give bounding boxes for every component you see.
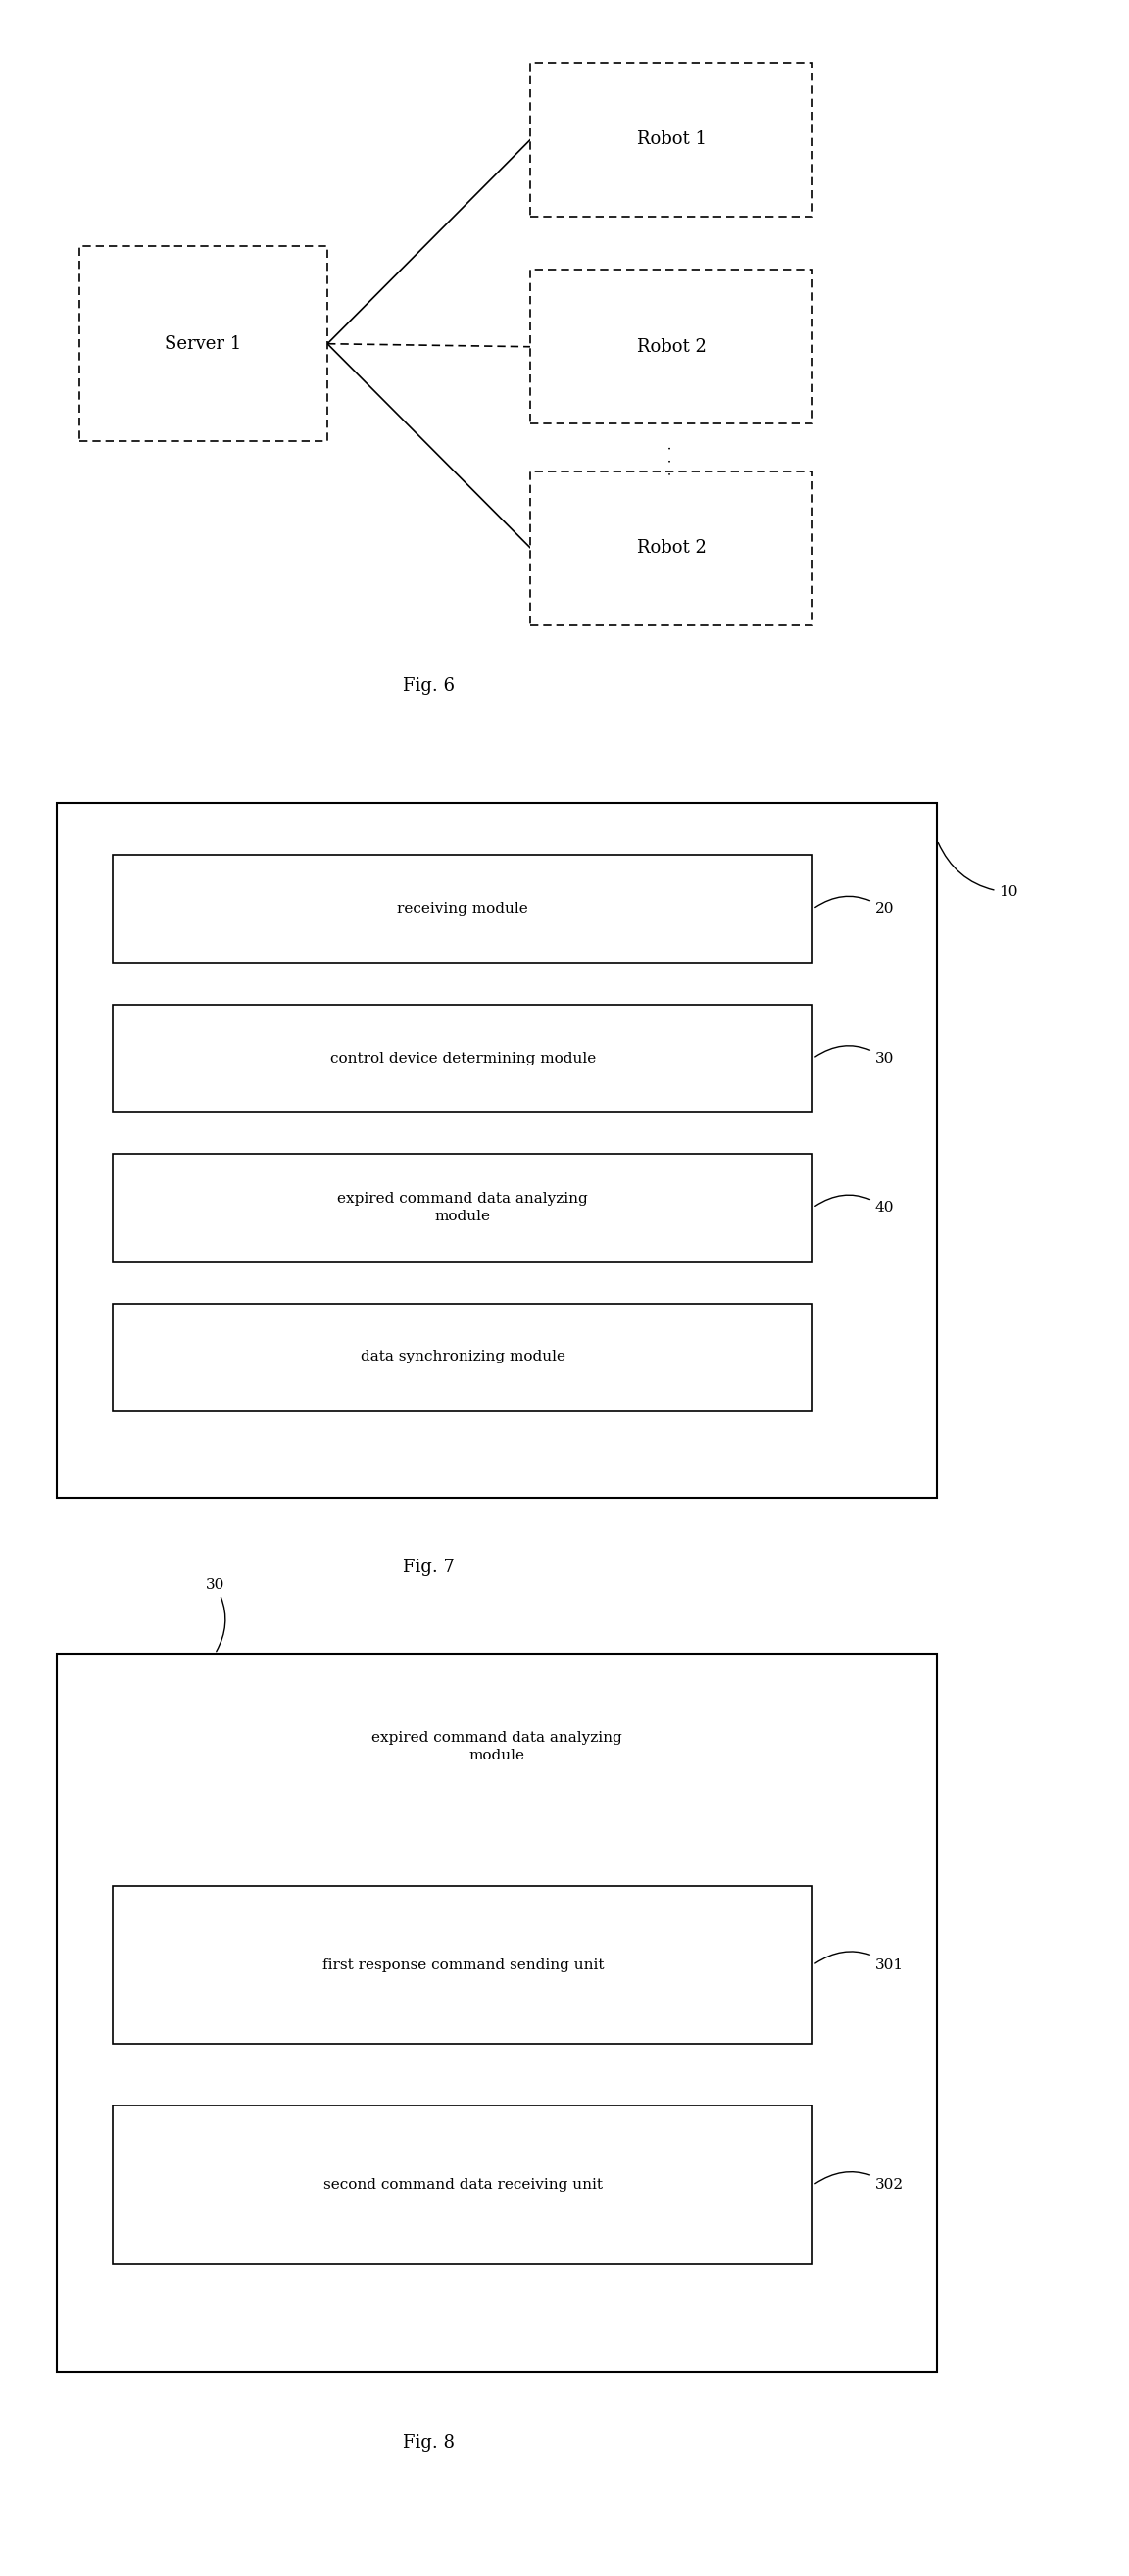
Text: control device determining module: control device determining module: [330, 1051, 596, 1064]
Text: Fig. 6: Fig. 6: [403, 677, 455, 696]
Text: 30: 30: [205, 1579, 226, 1651]
Text: Fig. 7: Fig. 7: [403, 1558, 455, 1577]
Bar: [56, 1654, 937, 2372]
Text: 40: 40: [815, 1195, 894, 1213]
Text: Robot 1: Robot 1: [637, 131, 707, 149]
Text: expired command data analyzing
module: expired command data analyzing module: [338, 1193, 588, 1224]
Text: Server 1: Server 1: [165, 335, 242, 353]
Bar: [113, 1303, 813, 1412]
Text: data synchronizing module: data synchronizing module: [360, 1350, 566, 1363]
Bar: [531, 62, 813, 216]
Bar: [531, 270, 813, 425]
Bar: [113, 855, 813, 963]
Bar: [531, 471, 813, 626]
Text: expired command data analyzing
module: expired command data analyzing module: [371, 1731, 622, 1762]
Text: 10: 10: [938, 842, 1018, 899]
Text: Robot 2: Robot 2: [637, 337, 707, 355]
Text: Robot 2: Robot 2: [637, 538, 707, 556]
Text: receiving module: receiving module: [397, 902, 528, 914]
Bar: [113, 1886, 813, 2045]
Text: first response command sending unit: first response command sending unit: [322, 1958, 604, 1971]
Bar: [113, 1154, 813, 1262]
Bar: [79, 245, 327, 440]
Text: 20: 20: [815, 896, 894, 914]
Text: ·  ·  ·: · · ·: [665, 446, 679, 477]
Bar: [56, 804, 937, 1497]
Bar: [113, 1005, 813, 1113]
Bar: [113, 2107, 813, 2264]
Text: 301: 301: [815, 1953, 903, 1971]
Text: second command data receiving unit: second command data receiving unit: [323, 2179, 603, 2192]
Text: Fig. 8: Fig. 8: [403, 2434, 455, 2452]
Text: 30: 30: [815, 1046, 894, 1064]
Text: 302: 302: [815, 2172, 903, 2192]
